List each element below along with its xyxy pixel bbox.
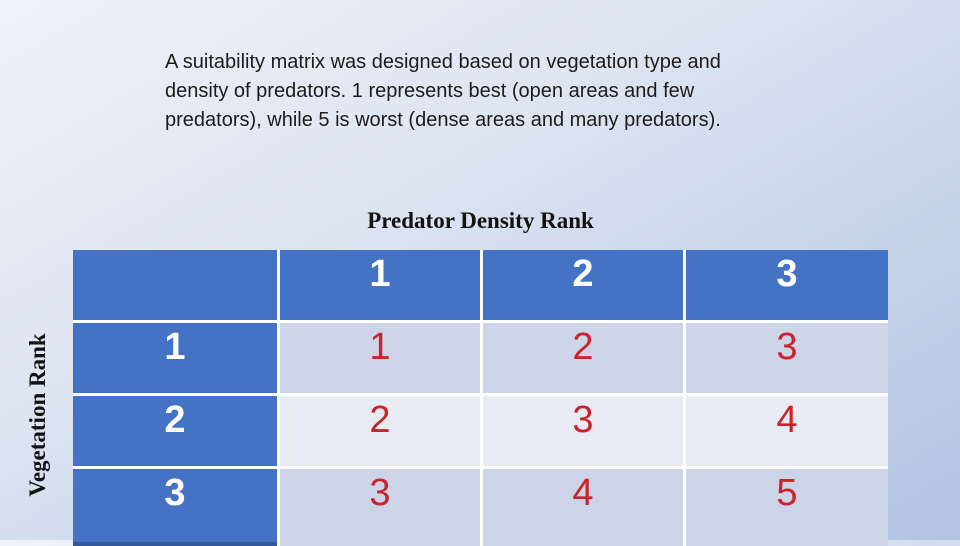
description-line: density of predators. 1 represents best … xyxy=(165,80,695,102)
value-cell: 1 xyxy=(280,323,480,393)
row-header-cell: 2 xyxy=(73,396,277,466)
value-cell: 2 xyxy=(280,396,480,466)
suitability-matrix-table: 1 2 3 1 1 2 3 2 2 3 4 3 3 4 5 xyxy=(73,250,888,546)
value-cell: 3 xyxy=(686,323,888,393)
col-header-cell: 2 xyxy=(483,250,683,320)
value-cell: 4 xyxy=(483,469,683,546)
description-line: predators), while 5 is worst (dense area… xyxy=(165,109,721,131)
row-header-cell: 1 xyxy=(73,323,277,393)
description-line: A suitability matrix was designed based … xyxy=(165,51,721,73)
value-cell: 4 xyxy=(686,396,888,466)
col-header-cell: 3 xyxy=(686,250,888,320)
col-header-cell: 1 xyxy=(280,250,480,320)
value-cell: 5 xyxy=(686,469,888,546)
column-axis-title: Predator Density Rank xyxy=(367,208,594,233)
value-cell: 2 xyxy=(483,323,683,393)
corner-cell xyxy=(73,250,277,320)
value-cell: 3 xyxy=(280,469,480,546)
row-axis-title: Vegetation Rank xyxy=(25,333,50,497)
description-text: A suitability matrix was designed based … xyxy=(165,48,825,135)
value-cell: 3 xyxy=(483,396,683,466)
row-header-cell: 3 xyxy=(73,469,277,546)
